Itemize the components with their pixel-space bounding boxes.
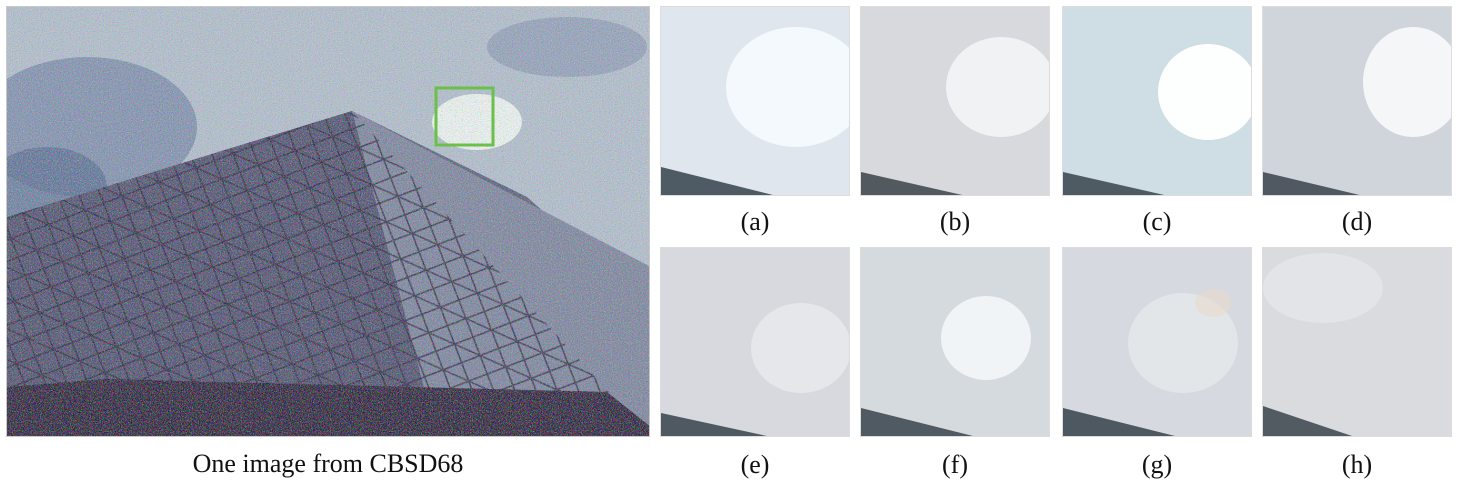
main-noisy-image [6,6,650,437]
patch-b [861,7,1049,195]
panel-a [660,6,850,196]
panel-g [1062,247,1252,437]
panel-e [660,247,850,437]
pyramid-photo [7,7,649,436]
panel-c [1062,6,1252,196]
panel-label-g: (g) [1141,450,1173,479]
patch-h [1263,248,1451,436]
panel-label-b: (b) [939,207,971,236]
patch-e [661,248,849,436]
panel-label-c: (c) [1142,207,1172,236]
panel-d [1262,6,1452,196]
highlight-box [434,86,495,147]
patch-c [1063,7,1251,195]
panel-label-f: (f) [942,450,968,479]
panel-label-d: (d) [1341,207,1373,236]
patch-f [861,248,1049,436]
panel-f [860,247,1050,437]
panel-b [860,6,1050,196]
panel-label-a: (a) [740,207,770,236]
panel-label-e: (e) [740,450,770,479]
patch-g [1063,248,1251,436]
main-caption: One image from CBSD68 [192,449,464,478]
panel-h [1262,247,1452,437]
patch-a [661,7,849,195]
patch-d [1263,7,1451,195]
panel-label-h: (h) [1341,450,1373,479]
